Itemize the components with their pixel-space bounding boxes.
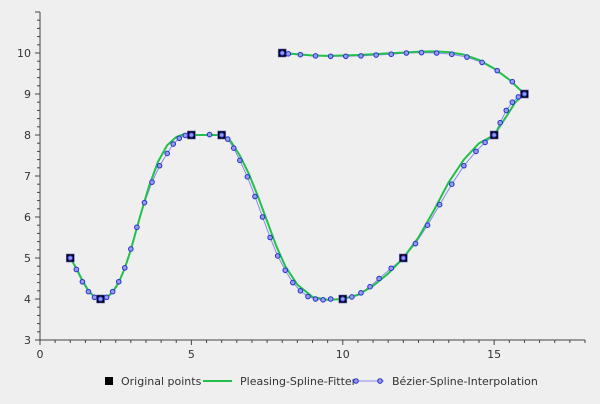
bezier-point-marker — [225, 137, 230, 142]
bezier-point-marker — [340, 297, 345, 302]
bezier-point-marker — [449, 52, 454, 57]
bezier-point-marker — [328, 54, 333, 59]
bezier-point-marker — [522, 92, 527, 97]
bezier-point-marker — [474, 149, 479, 154]
bezier-point-marker — [404, 51, 409, 56]
y-tick-label: 9 — [24, 88, 31, 101]
bezier-point-marker — [374, 53, 379, 58]
bezier-point-marker — [92, 295, 97, 300]
bezier-point-marker — [74, 267, 79, 272]
x-tick-label: 10 — [336, 348, 350, 361]
bezier-point-marker — [238, 158, 243, 163]
bezier-point-marker — [401, 256, 406, 261]
bezier-point-marker — [298, 289, 303, 294]
bezier-point-marker — [350, 295, 355, 300]
bezier-point-marker — [104, 295, 109, 300]
y-tick-label: 10 — [17, 47, 31, 60]
bezier-point-marker — [219, 133, 224, 138]
bezier-point-marker — [498, 120, 503, 125]
x-tick-label: 5 — [188, 348, 195, 361]
bezier-point-marker — [321, 298, 326, 303]
bezier-point-marker — [495, 68, 500, 73]
bezier-point-marker — [165, 151, 170, 156]
y-tick-label: 4 — [24, 293, 31, 306]
bezier-point-marker — [86, 289, 91, 294]
bezier-point-marker — [492, 133, 497, 138]
legend-original-points-label: Original points — [121, 375, 202, 388]
legend-bezier-swatch-marker — [354, 379, 359, 384]
bezier-point-marker — [344, 54, 349, 59]
bezier-point-marker — [359, 54, 364, 59]
bezier-point-marker — [425, 223, 430, 228]
bezier-point-marker — [306, 294, 311, 299]
bezier-point-marker — [253, 194, 258, 199]
bezier-point-marker — [377, 276, 382, 281]
bezier-point-marker — [389, 52, 394, 57]
bezier-point-marker — [510, 79, 515, 84]
bezier-point-marker — [462, 163, 467, 168]
bezier-point-marker — [483, 140, 488, 145]
bezier-point-marker — [465, 55, 470, 60]
bezier-point-marker — [268, 235, 273, 240]
bezier-point-marker — [129, 247, 134, 252]
bezier-point-marker — [419, 50, 424, 55]
bezier-point-marker — [368, 284, 373, 289]
bezier-point-marker — [313, 297, 318, 302]
bezier-point-marker — [207, 132, 212, 137]
bezier-point-marker — [142, 200, 147, 205]
y-tick-label: 8 — [24, 129, 31, 142]
bezier-point-marker — [359, 291, 364, 296]
bezier-point-marker — [313, 54, 318, 59]
y-tick-label: 7 — [24, 170, 31, 183]
legend-bezier-swatch-marker — [378, 379, 383, 384]
bezier-point-marker — [504, 108, 509, 113]
bezier-point-marker — [189, 133, 194, 138]
legend-spline-label: Pleasing-Spline-Fitter — [240, 375, 357, 388]
bezier-point-marker — [157, 163, 162, 168]
y-tick-label: 5 — [24, 252, 31, 265]
bezier-point-marker — [286, 52, 291, 57]
bezier-point-marker — [413, 241, 418, 246]
bezier-point-marker — [245, 175, 250, 180]
legend-bezier-label: Bézier-Spline-Interpolation — [392, 375, 538, 388]
x-tick-label: 15 — [487, 348, 501, 361]
bezier-point-marker — [150, 180, 155, 185]
plot-area — [38, 12, 585, 344]
bezier-point-marker — [298, 52, 303, 57]
bezier-point-marker — [328, 297, 333, 302]
bezier-point-marker — [110, 289, 115, 294]
bezier-point-marker — [177, 136, 182, 141]
bezier-point-marker — [291, 280, 296, 285]
bezier-point-marker — [116, 279, 121, 284]
bezier-point-marker — [98, 297, 103, 302]
bezier-point-marker — [68, 256, 73, 261]
bezier-point-marker — [260, 215, 265, 220]
y-tick-label: 3 — [24, 334, 31, 347]
bezier-point-marker — [437, 202, 442, 207]
bezier-point-marker — [283, 268, 288, 273]
bezier-point-marker — [183, 133, 188, 138]
bezier-point-marker — [80, 279, 85, 284]
bezier-point-marker — [135, 225, 140, 230]
bezier-point-marker — [275, 254, 280, 259]
legend-original-points-swatch — [105, 377, 113, 385]
bezier-point-marker — [510, 100, 515, 105]
bezier-point-marker — [434, 51, 439, 56]
bezier-point-marker — [171, 142, 176, 147]
bezier-point-marker — [480, 60, 485, 65]
bezier-point-marker — [389, 266, 394, 271]
bezier-point-marker — [231, 146, 236, 151]
x-tick-label: 0 — [37, 348, 44, 361]
bezier-point-marker — [516, 95, 521, 100]
y-tick-label: 6 — [24, 211, 31, 224]
bezier-point-marker — [449, 182, 454, 187]
bezier-point-marker — [122, 266, 127, 271]
bezier-point-marker — [280, 51, 285, 56]
